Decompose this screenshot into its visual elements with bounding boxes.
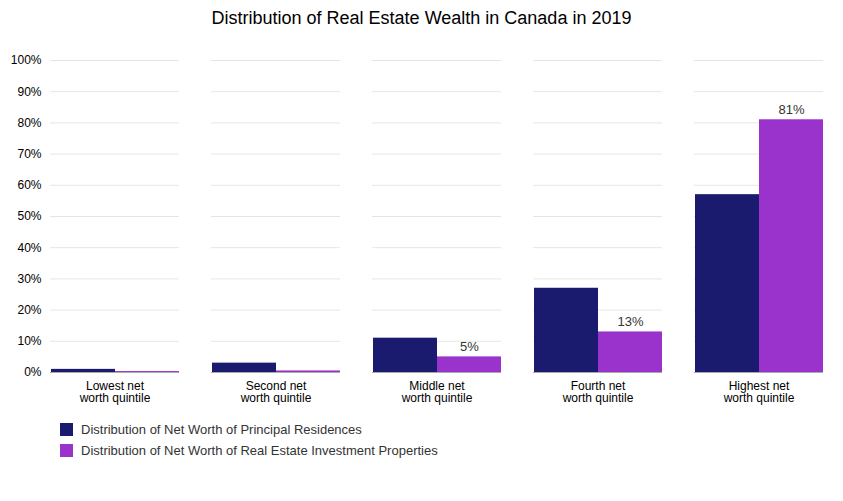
svg-text:Highest networth quintile: Highest networth quintile bbox=[723, 379, 795, 405]
svg-text:5%: 5% bbox=[460, 339, 479, 354]
svg-text:Lowest networth quintile: Lowest networth quintile bbox=[79, 379, 151, 405]
svg-text:20%: 20% bbox=[17, 303, 41, 317]
svg-text:90%: 90% bbox=[17, 85, 41, 99]
svg-text:30%: 30% bbox=[17, 272, 41, 286]
html-text:Distribution of Net Worth of R: Distribution of Net Worth of Real Estate… bbox=[81, 443, 438, 458]
svg-text:40%: 40% bbox=[17, 241, 41, 255]
svg-text:80%: 80% bbox=[17, 116, 41, 130]
svg-text:Middle networth quintile: Middle networth quintile bbox=[401, 379, 473, 405]
svg-text:13%: 13% bbox=[617, 314, 643, 329]
html-text:Distribution of Real Estate We: Distribution of Real Estate Wealth in Ca… bbox=[211, 8, 632, 28]
svg-text:60%: 60% bbox=[17, 178, 41, 192]
svg-text:Fourth networth quintile: Fourth networth quintile bbox=[562, 379, 634, 405]
svg-text:81%: 81% bbox=[778, 102, 804, 117]
svg-text:50%: 50% bbox=[17, 209, 41, 223]
svg-text:10%: 10% bbox=[17, 334, 41, 348]
html-text:Distribution of Net Worth of P: Distribution of Net Worth of Principal R… bbox=[81, 422, 362, 437]
svg-text:Second networth quintile: Second networth quintile bbox=[240, 379, 312, 405]
svg-text:100%: 100% bbox=[11, 53, 42, 67]
svg-text:0%: 0% bbox=[24, 365, 42, 379]
svg-text:70%: 70% bbox=[17, 147, 41, 161]
